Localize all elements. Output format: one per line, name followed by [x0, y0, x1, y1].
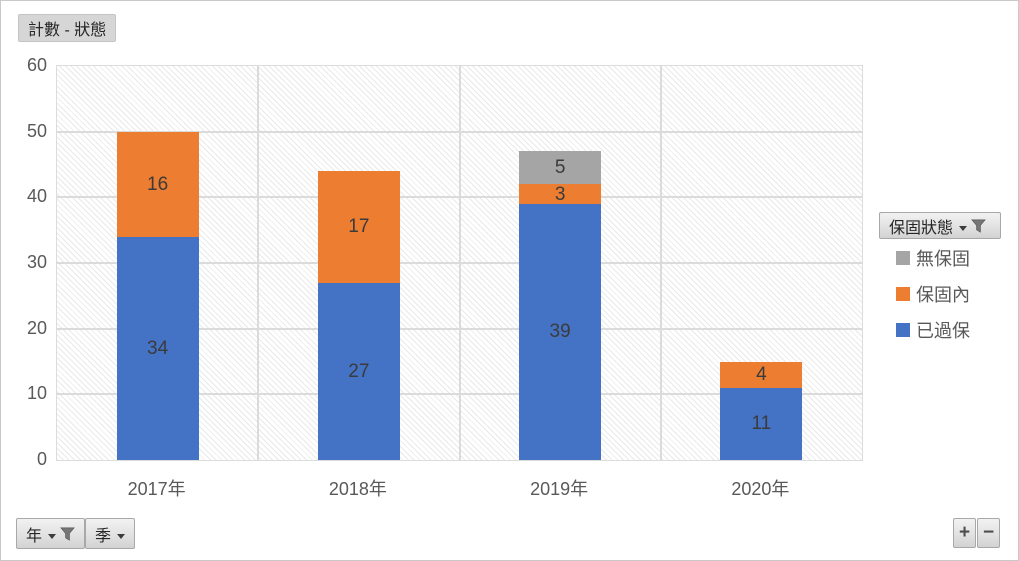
bar-segment: 5 [519, 151, 602, 185]
drill-up-button[interactable]: − [977, 518, 1000, 548]
legend-label: 保固內 [916, 285, 970, 305]
legend-items: 無保固 保固內 已過保 [896, 248, 970, 356]
drill-down-button[interactable]: + [953, 518, 976, 548]
bar-segment: 16 [116, 131, 199, 237]
y-tick-label: 0 [36, 449, 47, 469]
value-field-label: 計數 - 狀態 [28, 22, 107, 39]
bar-data-label: 11 [751, 413, 772, 435]
legend-swatch [896, 323, 910, 337]
bar-data-label: 5 [554, 157, 566, 179]
bar-segment: 39 [519, 203, 602, 460]
legend-item: 保固內 [896, 284, 970, 305]
x-axis: 2017年 2018年 2019年 2020年 [56, 475, 863, 501]
x-tick-label: 2017年 [127, 479, 186, 499]
gridline [659, 66, 662, 460]
bar-segment: 3 [519, 183, 602, 205]
bar-segment: 34 [116, 236, 199, 460]
drill-up-label: − [982, 522, 995, 543]
gridline [257, 66, 260, 460]
filter-funnel-icon [60, 527, 75, 541]
chevron-down-icon [117, 534, 126, 539]
bar-data-label: 4 [756, 364, 767, 386]
legend-swatch [896, 251, 910, 265]
plot-area: 34 16 27 17 39 3 5 11 4 [56, 65, 863, 461]
x-tick-label: 2019年 [530, 479, 589, 499]
y-tick-label: 40 [26, 186, 47, 207]
bar-data-label: 39 [549, 321, 571, 343]
gridline [458, 66, 461, 460]
bar-data-label: 27 [348, 360, 370, 382]
year-field-label: 年 [26, 527, 43, 545]
quarter-field-label: 季 [95, 527, 112, 545]
chevron-down-icon [959, 226, 968, 231]
y-tick-label: 50 [26, 120, 47, 141]
legend-label: 無保固 [916, 249, 970, 269]
y-tick-label: 10 [26, 383, 47, 404]
bar-segment: 17 [317, 171, 400, 283]
legend-swatch [896, 287, 910, 301]
year-field-button[interactable]: 年 [16, 518, 86, 549]
bar-segment: 4 [720, 361, 803, 388]
bar-segment: 11 [720, 387, 803, 460]
x-tick-label: 2020年 [731, 479, 790, 499]
bar-data-label: 17 [348, 216, 370, 238]
bar-segment: 27 [317, 282, 400, 460]
drill-down-label: + [958, 522, 971, 543]
legend-label: 已過保 [916, 321, 970, 341]
y-tick-label: 60 [26, 55, 47, 75]
legend-item: 無保固 [896, 248, 970, 269]
y-tick-label: 20 [26, 317, 47, 338]
y-tick-label: 30 [26, 252, 47, 272]
bar-data-label: 3 [554, 183, 566, 205]
x-tick-label: 2018年 [328, 479, 387, 499]
bar-data-label: 16 [147, 173, 169, 195]
legend-field-label: 保固狀態 [889, 219, 954, 237]
chevron-down-icon [48, 534, 57, 539]
quarter-field-button[interactable]: 季 [85, 518, 136, 549]
filter-funnel-icon [971, 219, 986, 233]
y-axis: 0 10 20 30 40 50 60 [1, 55, 47, 469]
value-field-button[interactable]: 計數 - 狀態 [18, 14, 117, 42]
bar-data-label: 34 [147, 337, 169, 359]
legend-item: 已過保 [896, 320, 970, 341]
legend-field-button[interactable]: 保固狀態 [879, 212, 1001, 239]
